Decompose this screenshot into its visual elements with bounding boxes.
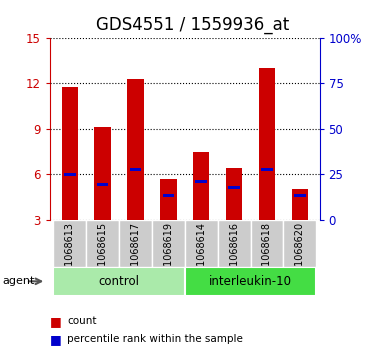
Bar (185, 267, 316, 296)
Bar (259, 68, 275, 220)
Text: GSM1068619: GSM1068619 (163, 222, 173, 287)
Bar (127, 79, 144, 220)
Text: GSM1068613: GSM1068613 (65, 222, 75, 287)
Bar (196, 180, 207, 183)
Bar (294, 194, 306, 197)
Bar (54, 267, 185, 296)
Text: interleukin-10: interleukin-10 (209, 275, 292, 288)
Text: ■: ■ (50, 315, 62, 328)
Bar (261, 168, 273, 171)
Bar (64, 173, 75, 176)
Text: percentile rank within the sample: percentile rank within the sample (67, 334, 243, 344)
Text: count: count (67, 316, 97, 326)
Text: GSM1068617: GSM1068617 (131, 222, 141, 287)
Bar (251, 220, 283, 267)
Text: GSM1068620: GSM1068620 (295, 222, 305, 287)
Bar (283, 220, 316, 267)
Bar (94, 127, 111, 220)
Bar (228, 187, 240, 189)
Bar (54, 220, 86, 267)
Text: GSM1068616: GSM1068616 (229, 222, 239, 287)
Bar (218, 220, 251, 267)
Bar (152, 220, 185, 267)
Bar (119, 220, 152, 267)
Bar (162, 194, 174, 197)
Bar (193, 152, 209, 220)
Bar (86, 220, 119, 267)
Text: GDS4551 / 1559936_at: GDS4551 / 1559936_at (96, 16, 289, 34)
Bar (291, 189, 308, 220)
Bar (97, 183, 109, 186)
Bar (62, 86, 78, 220)
Text: GSM1068618: GSM1068618 (262, 222, 272, 287)
Bar (185, 220, 218, 267)
Bar (130, 168, 141, 171)
Text: ■: ■ (50, 333, 62, 346)
Bar (226, 168, 242, 220)
Text: GSM1068614: GSM1068614 (196, 222, 206, 287)
Bar (160, 179, 177, 220)
Text: agent: agent (2, 276, 34, 286)
Text: control: control (99, 275, 140, 288)
Text: GSM1068615: GSM1068615 (98, 222, 108, 287)
